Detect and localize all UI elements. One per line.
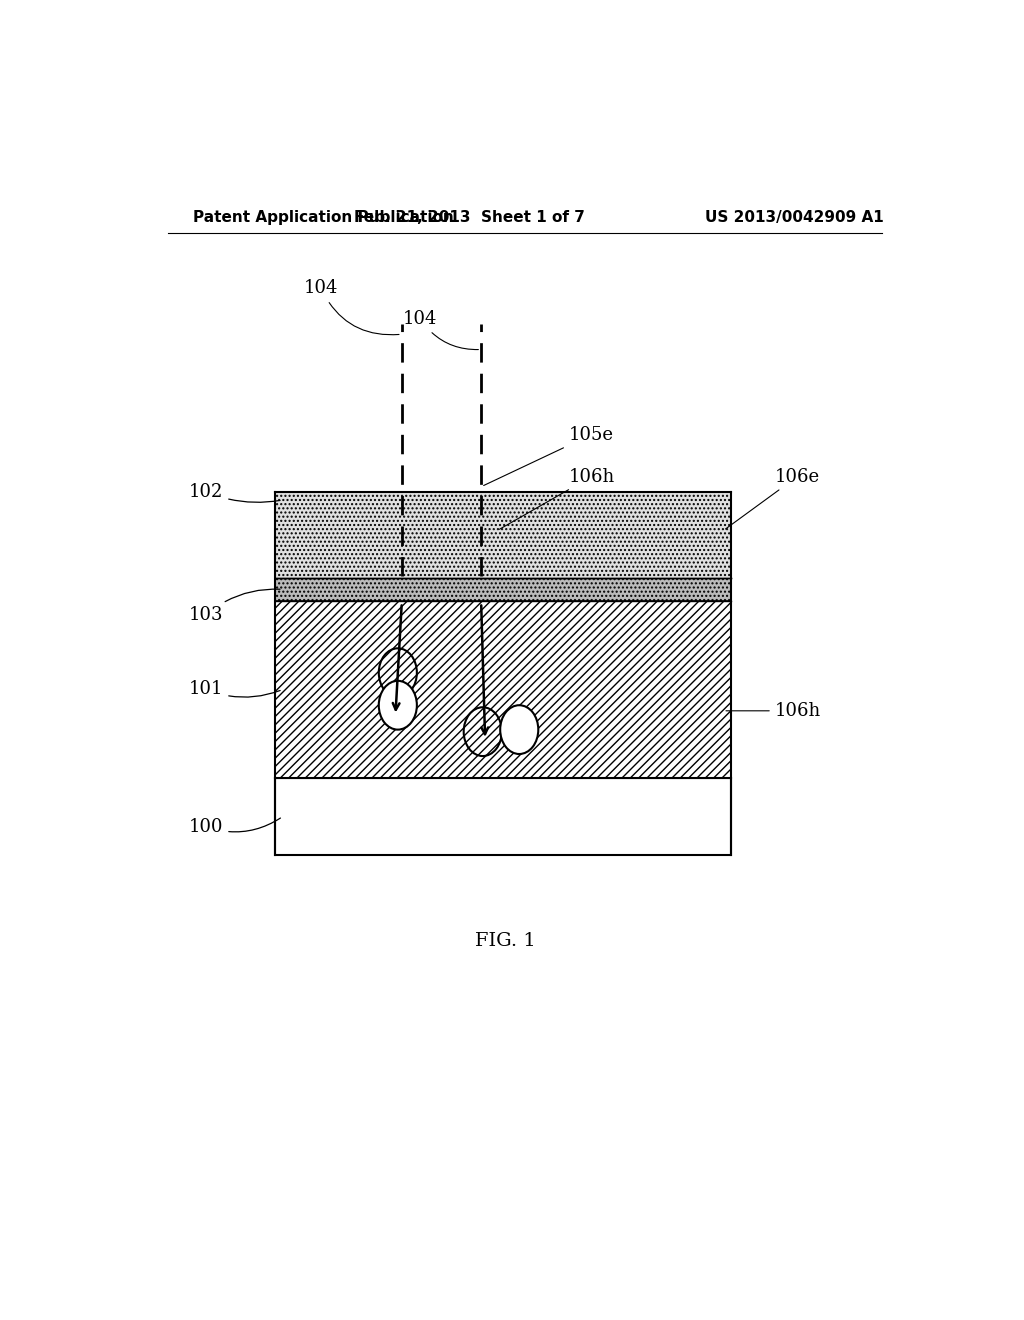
Circle shape [500,705,539,754]
Text: 103: 103 [188,589,280,624]
Text: 100: 100 [188,817,281,836]
Text: 104: 104 [403,310,478,350]
Circle shape [464,708,502,756]
Text: FIG. 1: FIG. 1 [474,932,536,950]
Bar [274,492,731,578]
Text: 105e: 105e [483,426,613,486]
Circle shape [379,681,417,730]
Bar [274,601,731,779]
Text: 106e: 106e [725,467,820,529]
Text: 104: 104 [304,280,399,335]
Text: US 2013/0042909 A1: US 2013/0042909 A1 [706,210,884,224]
Text: Feb. 21, 2013  Sheet 1 of 7: Feb. 21, 2013 Sheet 1 of 7 [354,210,585,224]
Text: 101: 101 [188,681,281,698]
Text: 106h: 106h [500,467,614,529]
Text: Patent Application Publication: Patent Application Publication [194,210,454,224]
Text: 102: 102 [188,483,280,503]
Bar [274,578,731,601]
Text: 106h: 106h [726,702,821,719]
Circle shape [379,648,417,697]
Bar [274,779,731,854]
